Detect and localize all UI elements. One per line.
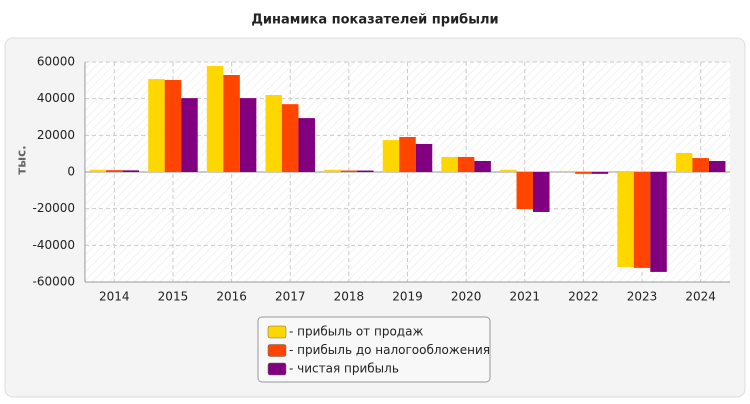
bar: [340, 170, 358, 172]
x-tick-label: 2019: [392, 290, 423, 304]
bar: [558, 170, 576, 172]
legend-swatch: [267, 362, 287, 376]
bar: [399, 136, 416, 172]
bar: [650, 172, 667, 272]
y-tick-label: 40000: [37, 91, 75, 105]
x-tick-label: 2020: [451, 290, 482, 304]
bar: [181, 98, 198, 172]
bar: [575, 172, 592, 174]
bar: [206, 66, 224, 172]
bar: [675, 152, 693, 172]
bar: [148, 79, 165, 172]
x-tick-label: 2023: [627, 290, 658, 304]
bar: [223, 75, 240, 172]
legend-label: - чистая прибыль: [289, 362, 399, 376]
bar: [265, 95, 282, 172]
bar: [324, 169, 341, 172]
bar: [164, 79, 182, 172]
y-tick-label: 0: [67, 165, 75, 179]
bar: [239, 98, 257, 172]
y-tick-label: -40000: [32, 238, 75, 252]
y-tick-label: -60000: [32, 275, 75, 289]
y-tick-label: -20000: [32, 201, 75, 215]
bar: [617, 172, 634, 267]
bar: [591, 172, 609, 174]
bar: [89, 169, 107, 172]
bar: [415, 143, 433, 172]
x-tick-label: 2018: [334, 290, 365, 304]
x-tick-label: 2017: [275, 290, 306, 304]
bar: [500, 169, 517, 172]
bar: [474, 161, 491, 172]
y-tick-label: 20000: [37, 128, 75, 142]
y-axis-label: тыс.: [15, 145, 29, 174]
legend-label: - прибыль до налогообложения: [289, 343, 490, 357]
bar: [708, 161, 726, 172]
legend: [257, 316, 491, 383]
bar: [516, 172, 534, 210]
x-tick-label: 2024: [685, 290, 716, 304]
bar: [357, 170, 374, 172]
x-tick-label: 2015: [158, 290, 189, 304]
bar: [441, 156, 458, 172]
x-tick-label: 2022: [568, 290, 599, 304]
bar: [122, 170, 140, 172]
x-tick-label: 2016: [216, 290, 247, 304]
x-tick-label: 2014: [99, 290, 130, 304]
bar: [633, 172, 651, 268]
bar: [533, 172, 550, 212]
bar: [281, 104, 299, 172]
legend-swatch: [267, 325, 287, 339]
bar: [382, 140, 400, 172]
y-tick-label: 60000: [37, 55, 75, 69]
bar: [106, 170, 123, 172]
chart-title: Динамика показателей прибыли: [251, 13, 498, 28]
bar: [457, 156, 475, 172]
legend-swatch: [267, 344, 287, 357]
legend-label: - прибыль от продаж: [289, 325, 423, 339]
x-tick-label: 2021: [509, 290, 540, 304]
bar: [298, 118, 315, 172]
bar: [692, 158, 709, 172]
